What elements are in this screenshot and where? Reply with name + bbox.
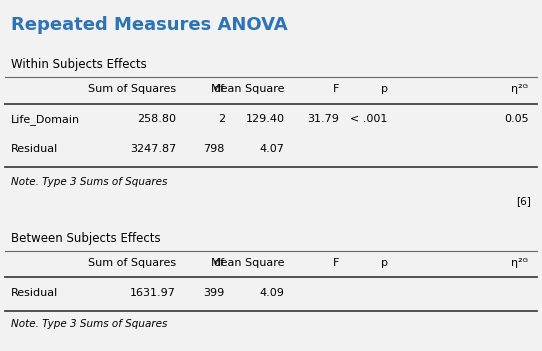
Text: η²ᴳ: η²ᴳ — [512, 84, 528, 94]
Text: 2: 2 — [218, 114, 225, 124]
Text: df: df — [214, 258, 225, 268]
Text: Residual: Residual — [11, 144, 58, 154]
Text: Note. Type 3 Sums of Squares: Note. Type 3 Sums of Squares — [11, 177, 167, 187]
Text: 798: 798 — [204, 144, 225, 154]
Text: Sum of Squares: Sum of Squares — [88, 258, 176, 268]
Text: Repeated Measures ANOVA: Repeated Measures ANOVA — [11, 16, 287, 34]
Text: F: F — [332, 84, 339, 94]
Text: 3247.87: 3247.87 — [130, 144, 176, 154]
Text: Within Subjects Effects: Within Subjects Effects — [11, 58, 146, 71]
Text: 31.79: 31.79 — [307, 114, 339, 124]
Text: 4.07: 4.07 — [260, 144, 285, 154]
Text: 129.40: 129.40 — [246, 114, 285, 124]
Text: Mean Square: Mean Square — [211, 84, 285, 94]
Text: df: df — [214, 84, 225, 94]
Text: Residual: Residual — [11, 288, 58, 298]
Text: 4.09: 4.09 — [260, 288, 285, 298]
Text: p: p — [380, 258, 388, 268]
Text: 399: 399 — [204, 288, 225, 298]
Text: [6]: [6] — [517, 197, 531, 206]
Text: p: p — [380, 84, 388, 94]
Text: F: F — [332, 258, 339, 268]
Text: 1631.97: 1631.97 — [130, 288, 176, 298]
Text: Note. Type 3 Sums of Squares: Note. Type 3 Sums of Squares — [11, 319, 167, 329]
Text: 258.80: 258.80 — [137, 114, 176, 124]
Text: η²ᴳ: η²ᴳ — [512, 258, 528, 268]
Text: Sum of Squares: Sum of Squares — [88, 84, 176, 94]
Text: Mean Square: Mean Square — [211, 258, 285, 268]
Text: 0.05: 0.05 — [504, 114, 528, 124]
Text: Between Subjects Effects: Between Subjects Effects — [11, 232, 160, 245]
Text: < .001: < .001 — [350, 114, 388, 124]
Text: Life_Domain: Life_Domain — [11, 114, 80, 125]
